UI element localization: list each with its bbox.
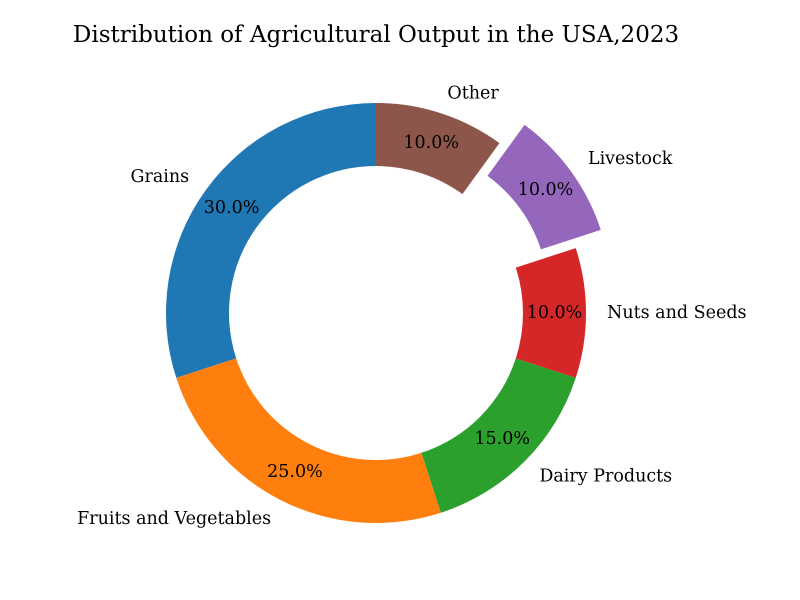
donut-slices	[166, 103, 601, 523]
slice-value-dairy-products: 15.0%	[474, 429, 530, 449]
slice-value-other: 10.0%	[403, 133, 459, 153]
slice-nuts-and-seeds	[515, 248, 586, 378]
slice-grains	[166, 103, 376, 378]
slice-labels: Grains 30.0% Fruits and Vegetables 25.0% Dai…	[77, 83, 746, 529]
slice-fruits-and-vegetables	[176, 358, 441, 523]
slice-label-dairy-products: Dairy Products	[539, 466, 672, 486]
chart-title: Distribution of Agricultural Output in t…	[73, 22, 679, 48]
slice-dairy-products	[421, 358, 576, 513]
slice-label-grains: Grains	[130, 167, 189, 187]
slice-value-grains: 30.0%	[204, 198, 260, 218]
slice-label-livestock: Livestock	[588, 149, 673, 169]
slice-label-fruits-and-vegetables: Fruits and Vegetables	[77, 509, 271, 529]
slice-label-nuts-and-seeds: Nuts and Seeds	[607, 303, 747, 323]
slice-label-other: Other	[447, 83, 499, 103]
slice-other	[376, 103, 500, 195]
slice-value-livestock: 10.0%	[518, 180, 574, 200]
slice-value-fruits-and-vegetables: 25.0%	[267, 462, 323, 482]
slice-livestock	[487, 124, 601, 250]
slice-value-nuts-and-seeds: 10.0%	[527, 303, 583, 323]
